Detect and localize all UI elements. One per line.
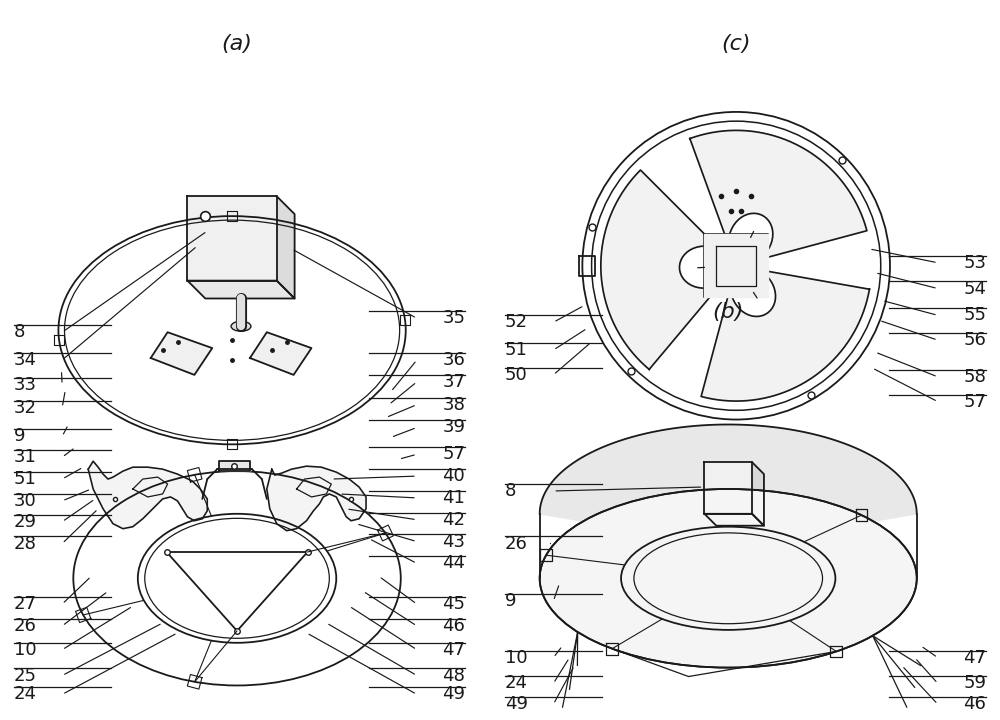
Text: 51: 51 — [505, 341, 528, 359]
Polygon shape — [701, 270, 869, 401]
Text: 39: 39 — [442, 418, 465, 436]
Polygon shape — [752, 462, 764, 526]
Polygon shape — [690, 130, 867, 260]
Text: 33: 33 — [14, 376, 37, 394]
Text: 46: 46 — [963, 696, 986, 714]
Text: 43: 43 — [442, 533, 465, 551]
Text: 8: 8 — [14, 323, 25, 341]
Text: 36: 36 — [442, 351, 465, 369]
Text: 26: 26 — [14, 617, 37, 635]
Text: 47: 47 — [442, 641, 465, 659]
Polygon shape — [704, 234, 768, 297]
Text: 45: 45 — [442, 595, 465, 613]
Text: 55: 55 — [963, 306, 986, 324]
Text: 52: 52 — [505, 313, 528, 331]
Polygon shape — [219, 462, 250, 471]
Text: 9: 9 — [505, 592, 516, 610]
Text: 50: 50 — [505, 366, 528, 384]
Text: 44: 44 — [442, 554, 465, 572]
Text: 51: 51 — [14, 470, 37, 488]
Text: 24: 24 — [14, 685, 37, 703]
Text: 9: 9 — [14, 428, 25, 446]
Text: 48: 48 — [442, 667, 465, 685]
Polygon shape — [601, 170, 721, 369]
Ellipse shape — [231, 321, 251, 331]
Text: 32: 32 — [14, 399, 37, 417]
Text: 38: 38 — [442, 396, 465, 414]
Text: (b): (b) — [713, 302, 744, 323]
Ellipse shape — [540, 489, 917, 667]
Text: 49: 49 — [505, 696, 528, 714]
Text: 37: 37 — [442, 373, 465, 391]
Text: (c): (c) — [721, 35, 751, 55]
Text: 47: 47 — [963, 649, 986, 667]
Text: 35: 35 — [442, 310, 465, 328]
Text: 40: 40 — [443, 467, 465, 485]
Polygon shape — [250, 332, 311, 375]
Text: 31: 31 — [14, 449, 37, 467]
Text: 41: 41 — [442, 489, 465, 507]
Text: 10: 10 — [14, 641, 36, 659]
Text: 58: 58 — [963, 368, 986, 386]
Polygon shape — [187, 281, 295, 299]
Polygon shape — [267, 466, 366, 531]
Text: 8: 8 — [505, 482, 516, 500]
Text: 42: 42 — [442, 510, 465, 528]
Text: 28: 28 — [14, 534, 37, 552]
Text: 59: 59 — [963, 675, 986, 693]
Text: 27: 27 — [14, 595, 37, 613]
Text: 10: 10 — [505, 649, 528, 667]
Polygon shape — [704, 462, 752, 514]
Polygon shape — [277, 197, 295, 299]
Text: 49: 49 — [442, 685, 465, 703]
Text: 46: 46 — [442, 617, 465, 635]
Text: 26: 26 — [505, 534, 528, 552]
Text: 24: 24 — [505, 675, 528, 693]
Polygon shape — [704, 514, 764, 526]
Text: 25: 25 — [14, 667, 37, 685]
Polygon shape — [187, 197, 277, 281]
Polygon shape — [540, 425, 917, 578]
Text: 57: 57 — [442, 445, 465, 463]
Text: 54: 54 — [963, 279, 986, 297]
Text: (a): (a) — [222, 35, 252, 55]
Text: 34: 34 — [14, 351, 37, 369]
Polygon shape — [151, 332, 212, 375]
Text: 30: 30 — [14, 492, 37, 510]
Text: 57: 57 — [963, 392, 986, 410]
Text: 29: 29 — [14, 513, 37, 531]
Polygon shape — [88, 462, 207, 528]
Text: 56: 56 — [963, 331, 986, 349]
Text: 53: 53 — [963, 253, 986, 271]
